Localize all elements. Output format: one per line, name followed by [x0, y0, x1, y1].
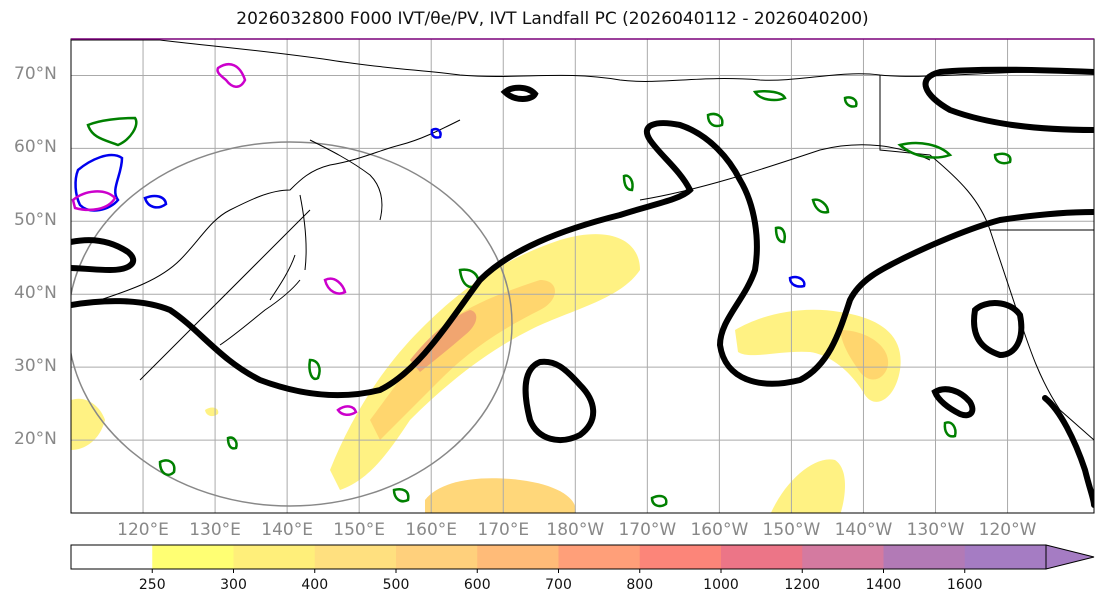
- colorbar-segment: [883, 545, 966, 569]
- latitude-label: 30°N: [14, 356, 57, 377]
- ivt-east-patch: [735, 309, 901, 402]
- longitude-label: 130°E: [189, 520, 241, 540]
- longitude-label: 150°E: [333, 520, 386, 540]
- colorbar-segment: [721, 545, 803, 569]
- ivt-plume-inner: [370, 280, 555, 440]
- theta-e-contours: [71, 66, 1094, 508]
- theta-e-loop-north: [500, 84, 539, 102]
- latitude-label: 50°N: [14, 210, 57, 231]
- colorbar-frame: [70, 544, 1047, 570]
- colorbar-tick-label: 700: [545, 577, 572, 593]
- theta-e-west: [71, 237, 137, 274]
- colorbar-segment: [558, 545, 641, 569]
- colorbar-tick-label: 1000: [703, 577, 739, 593]
- colorbar-segment: [477, 545, 559, 569]
- colorbar-tick-label: 300: [220, 577, 247, 593]
- longitude-label: 150°W: [762, 520, 821, 540]
- pv-blue-contours: [74, 127, 806, 288]
- colorbar-segment: [71, 545, 153, 569]
- ivt-plume-core: [410, 310, 477, 372]
- landfall-region-circle: [71, 141, 513, 507]
- colorbar-segment: [396, 545, 478, 569]
- colorbar-tick-label: 1600: [946, 577, 983, 593]
- map-title: 2026032800 F000 IVT/θe/PV, IVT Landfall …: [236, 9, 869, 29]
- colorbar-extend-arrow: [1045, 544, 1095, 570]
- colorbar-segment: [314, 545, 397, 569]
- latitude-label: 70°N: [14, 64, 57, 85]
- latitude-label: 40°N: [14, 283, 57, 304]
- ivt-south-east-patch: [770, 459, 845, 513]
- colorbar-segment: [152, 545, 234, 569]
- longitude-label: 140°E: [261, 520, 313, 540]
- theta-e-loop-south: [522, 358, 597, 443]
- theta-e-loop-southeast: [931, 386, 976, 419]
- colorbar-segment: [964, 545, 1047, 569]
- pv-magenta-contours: [71, 63, 358, 416]
- theta-e-loop-east: [971, 300, 1025, 359]
- ivt-shading: [71, 234, 901, 513]
- ivt-south-patch: [425, 478, 576, 513]
- theta-e-northeast: [922, 66, 1094, 133]
- ivt-plume-main: [330, 234, 640, 490]
- ivt-west-patch: [71, 398, 105, 450]
- longitude-label: 130°W: [906, 520, 965, 540]
- longitude-label: 160°W: [690, 520, 749, 540]
- latitude-label: 20°N: [14, 429, 57, 450]
- colorbar-tick-label: 1200: [784, 577, 821, 593]
- colorbar-tick-label: 400: [301, 577, 329, 593]
- longitude-label: 160°E: [405, 520, 458, 540]
- theta-e-southeast-edge: [1042, 395, 1094, 508]
- longitude-label: 140°W: [834, 520, 893, 540]
- colorbar-segment: [639, 545, 722, 569]
- colorbar-tick-label: 500: [382, 577, 410, 593]
- longitude-label: 170°E: [477, 520, 530, 540]
- longitude-label: 170°W: [618, 520, 677, 540]
- theta-e-main: [71, 120, 1094, 399]
- colorbar-tick-label: 800: [626, 577, 654, 593]
- longitude-label: 120°W: [978, 520, 1037, 540]
- colorbar-tick-label: 600: [463, 577, 491, 593]
- colorbar-tick-label: 1400: [865, 577, 902, 593]
- longitude-label: 120°E: [117, 520, 169, 540]
- colorbar-segment: [802, 545, 884, 569]
- colorbar-segment: [233, 545, 316, 569]
- colorbar: [71, 545, 1047, 573]
- latitude-label: 60°N: [14, 137, 57, 158]
- colorbar-tick-label: 250: [138, 577, 166, 593]
- longitude-label: 180°W: [546, 520, 605, 540]
